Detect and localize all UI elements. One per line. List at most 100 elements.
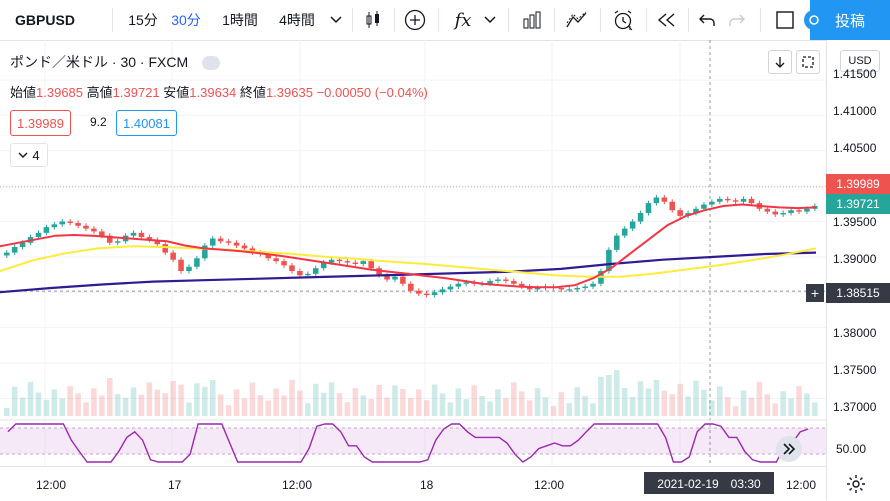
candle-body: [241, 245, 248, 249]
candle-body: [162, 244, 168, 253]
settings-icon[interactable]: [846, 474, 866, 499]
candle-body: [146, 237, 153, 240]
scale-down-button[interactable]: [768, 50, 792, 74]
post-button-label: 投稿: [834, 12, 865, 30]
candle-body: [170, 252, 176, 260]
volume-bar: [154, 389, 161, 416]
candle-body: [701, 204, 707, 209]
candle-body: [423, 293, 430, 296]
volume-bar: [19, 397, 26, 416]
redo-icon[interactable]: [724, 0, 750, 40]
chevron-down-icon[interactable]: [480, 0, 500, 40]
volume-bar: [590, 403, 596, 416]
volume-bar: [35, 392, 42, 416]
collapse-indicators-button[interactable]: 4: [10, 143, 48, 167]
candle-body: [384, 275, 390, 280]
candle-body: [202, 245, 208, 259]
fullscreen-button[interactable]: [796, 50, 820, 74]
add-icon[interactable]: +: [806, 284, 824, 302]
bar-chart-icon[interactable]: [516, 0, 548, 40]
candle-body: [653, 197, 660, 204]
price-label: 1.41500: [833, 67, 877, 81]
divider: [646, 8, 647, 32]
candle-body: [19, 242, 26, 247]
add-indicator-icon[interactable]: [400, 0, 430, 40]
scroll-to-realtime-button[interactable]: [776, 436, 802, 462]
candle-body: [511, 280, 517, 284]
volume-bar: [99, 395, 105, 416]
time-label: 12:00: [36, 478, 67, 492]
gear-icon[interactable]: [802, 8, 826, 32]
volume-bar: [368, 399, 374, 416]
price-axis[interactable]: [826, 40, 890, 500]
candle-body: [415, 290, 422, 294]
volume-bar: [162, 393, 168, 416]
arrow-down-icon: [775, 57, 785, 68]
replay-icon[interactable]: [652, 0, 682, 40]
interval-1h[interactable]: 1時間: [222, 12, 258, 28]
volume-bar: [75, 393, 81, 416]
candle-body: [130, 232, 137, 236]
layout-icon[interactable]: [770, 0, 800, 40]
volume-bar: [178, 384, 184, 416]
more-icon[interactable]: [202, 56, 221, 71]
volume-bar: [415, 389, 422, 416]
undo-icon[interactable]: [694, 0, 720, 40]
candle-body: [526, 286, 533, 290]
rsi-band: [0, 428, 826, 454]
volume-bar: [297, 390, 303, 416]
interval-30m[interactable]: 30分: [171, 12, 201, 28]
candle-body: [439, 289, 446, 293]
ma-short-line: [0, 203, 817, 289]
fx-icon[interactable]: fx: [454, 9, 472, 31]
candle-body: [558, 287, 565, 290]
candle-body: [312, 268, 319, 274]
volume-bar: [233, 389, 240, 416]
ohlc-row: 始値1.39685 高値1.39721 安値1.39634 終値1.39635 …: [10, 82, 428, 101]
volume-bar: [122, 397, 129, 416]
symbol-search[interactable]: GBPUSD: [15, 12, 75, 28]
volume-bar: [289, 379, 295, 416]
candle-body: [629, 221, 636, 229]
volume-bar: [479, 396, 485, 416]
candles-icon[interactable]: [358, 0, 388, 40]
indicator-value-1[interactable]: 1.39989: [10, 110, 71, 136]
interval-15m[interactable]: 15分: [128, 12, 158, 28]
candle-body: [273, 258, 279, 262]
legend-title[interactable]: ポンド／米ドル · 30 · FXCM: [10, 52, 221, 72]
volume-bar: [186, 402, 192, 416]
legend-symbol-title: ポンド／米ドル · 30 · FXCM: [10, 54, 189, 70]
close-label: 終値: [239, 85, 266, 100]
candle-body: [709, 201, 715, 205]
cursor-price-tag: 1.38515: [826, 283, 890, 303]
candle-body: [447, 286, 454, 290]
volume-bar: [257, 395, 264, 416]
candle-body: [534, 287, 541, 290]
volume-bar: [740, 390, 747, 416]
interval-4h[interactable]: 4時間: [279, 12, 315, 28]
candle-body: [392, 276, 398, 280]
candle-body: [4, 252, 10, 256]
high-value: 1.39721: [112, 85, 160, 100]
candle-body: [400, 276, 406, 284]
volume-bar: [796, 386, 802, 416]
candle-body: [376, 268, 382, 276]
volume-bar: [495, 389, 501, 416]
indicator-value-2[interactable]: 1.40081: [116, 110, 177, 136]
post-button[interactable]: 投稿: [804, 0, 890, 40]
compare-icon[interactable]: [560, 0, 594, 40]
candle-body: [336, 259, 343, 262]
volume-bar: [146, 382, 153, 416]
time-label: 12:00: [786, 478, 817, 492]
chevron-down-icon[interactable]: [326, 0, 346, 40]
volume-bar: [526, 400, 533, 416]
candle-body: [614, 235, 620, 250]
candle-body: [320, 262, 327, 269]
currency-badge[interactable]: USD: [840, 50, 880, 72]
volume-bar: [732, 406, 739, 416]
chart-canvas[interactable]: [0, 40, 826, 466]
volume-bar: [661, 390, 668, 416]
price-label: 1.41000: [833, 104, 877, 118]
alarm-icon[interactable]: [606, 0, 640, 40]
volume-bar: [772, 403, 779, 416]
